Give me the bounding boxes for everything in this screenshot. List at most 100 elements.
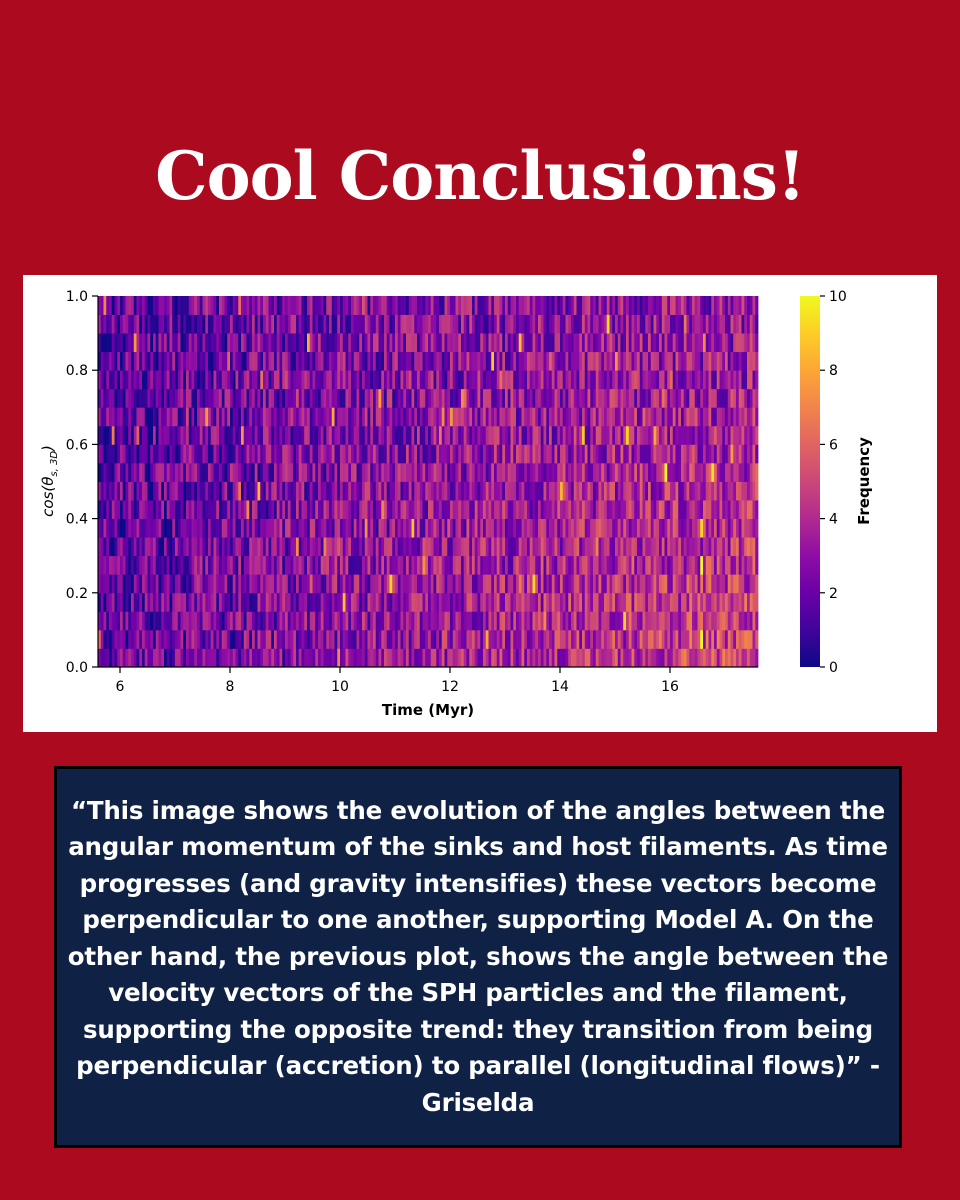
heatmap-cell	[312, 574, 316, 594]
heatmap-cell	[455, 629, 459, 649]
heatmap-cell	[188, 518, 192, 538]
heatmap-cell	[241, 425, 245, 445]
heatmap-cell	[428, 518, 432, 538]
heatmap-cell	[342, 555, 346, 575]
heatmap-cell	[697, 388, 701, 408]
heatmap-cell	[389, 629, 393, 649]
heatmap-cell	[480, 370, 484, 390]
heatmap-cell	[359, 592, 363, 612]
heatmap-cell	[560, 555, 564, 575]
heatmap-cell	[224, 592, 228, 612]
heatmap-cell	[331, 537, 335, 557]
heatmap-cell	[230, 314, 234, 334]
heatmap-cell	[307, 500, 311, 519]
heatmap-cell	[439, 388, 443, 408]
heatmap-cell	[301, 388, 305, 408]
heatmap-cell	[483, 555, 487, 575]
heatmap-cell	[334, 592, 338, 612]
heatmap-cell	[400, 537, 404, 557]
heatmap-cell	[516, 425, 520, 445]
heatmap-cell	[708, 500, 712, 519]
heatmap-cell	[186, 611, 190, 631]
heatmap-cell	[499, 611, 503, 631]
heatmap-cell	[598, 407, 602, 427]
heatmap-cell	[175, 555, 179, 575]
heatmap-cell	[417, 574, 421, 594]
heatmap-cell	[241, 388, 245, 408]
heatmap-cell	[458, 537, 462, 557]
heatmap-cell	[386, 351, 390, 371]
heatmap-cell	[238, 555, 242, 575]
heatmap-cell	[276, 537, 280, 557]
heatmap-cell	[210, 444, 214, 464]
heatmap-cell	[183, 425, 187, 445]
heatmap-cell	[175, 500, 179, 519]
heatmap-cell	[417, 333, 421, 353]
heatmap-cell	[716, 629, 720, 649]
heatmap-cell	[461, 518, 465, 538]
heatmap-cell	[455, 407, 459, 427]
heatmap-cell	[180, 500, 184, 519]
heatmap-cell	[197, 296, 201, 315]
heatmap-cell	[103, 648, 107, 668]
heatmap-cell	[634, 592, 638, 612]
heatmap-cell	[675, 314, 679, 334]
heatmap-cell	[125, 481, 129, 501]
heatmap-cell	[276, 314, 280, 334]
heatmap-cell	[417, 629, 421, 649]
heatmap-cell	[628, 592, 632, 612]
heatmap-cell	[557, 351, 561, 371]
heatmap-cell	[114, 611, 118, 631]
heatmap-cell	[568, 462, 572, 482]
heatmap-cell	[131, 407, 135, 427]
heatmap-cell	[738, 648, 742, 668]
heatmap-cell	[315, 296, 319, 315]
heatmap-cell	[252, 574, 256, 594]
heatmap-cell	[411, 370, 415, 390]
heatmap-cell	[386, 444, 390, 464]
heatmap-cell	[150, 592, 154, 612]
heatmap-cell	[191, 611, 195, 631]
heatmap-cell	[238, 370, 242, 390]
heatmap-cell	[142, 518, 146, 538]
heatmap-cell	[392, 518, 396, 538]
heatmap-cell	[637, 444, 641, 464]
heatmap-cell	[576, 444, 580, 464]
heatmap-cell	[147, 351, 151, 371]
heatmap-cell	[304, 296, 308, 315]
heatmap-cell	[224, 481, 228, 501]
heatmap-cell	[593, 407, 597, 427]
heatmap-cell	[263, 611, 267, 631]
heatmap-cell	[403, 537, 407, 557]
heatmap-cell	[282, 629, 286, 649]
heatmap-cell	[362, 555, 366, 575]
heatmap-cell	[414, 388, 418, 408]
heatmap-cell	[551, 629, 555, 649]
colorbar-tick-label: 6	[829, 437, 838, 453]
heatmap-cell	[282, 370, 286, 390]
heatmap-cell	[375, 444, 379, 464]
heatmap-cell	[593, 296, 597, 315]
colorbar-tick-label: 8	[829, 363, 838, 379]
heatmap-cell	[235, 481, 239, 501]
heatmap-cell	[199, 611, 203, 631]
heatmap-cell	[142, 296, 146, 315]
heatmap-cell	[301, 574, 305, 594]
heatmap-cell	[98, 462, 102, 482]
heatmap-cell	[590, 462, 594, 482]
heatmap-cell	[568, 611, 572, 631]
heatmap-cell	[565, 444, 569, 464]
heatmap-cell	[595, 296, 599, 315]
heatmap-cell	[128, 592, 132, 612]
heatmap-cell	[389, 648, 393, 668]
heatmap-cell	[529, 351, 533, 371]
heatmap-cell	[692, 444, 696, 464]
heatmap-cell	[593, 574, 597, 594]
heatmap-cell	[546, 611, 550, 631]
heatmap-cell	[593, 537, 597, 557]
heatmap-cell	[733, 500, 737, 519]
heatmap-cell	[265, 333, 269, 353]
heatmap-cell	[348, 462, 352, 482]
heatmap-cell	[98, 407, 102, 427]
heatmap-cell	[755, 333, 759, 353]
